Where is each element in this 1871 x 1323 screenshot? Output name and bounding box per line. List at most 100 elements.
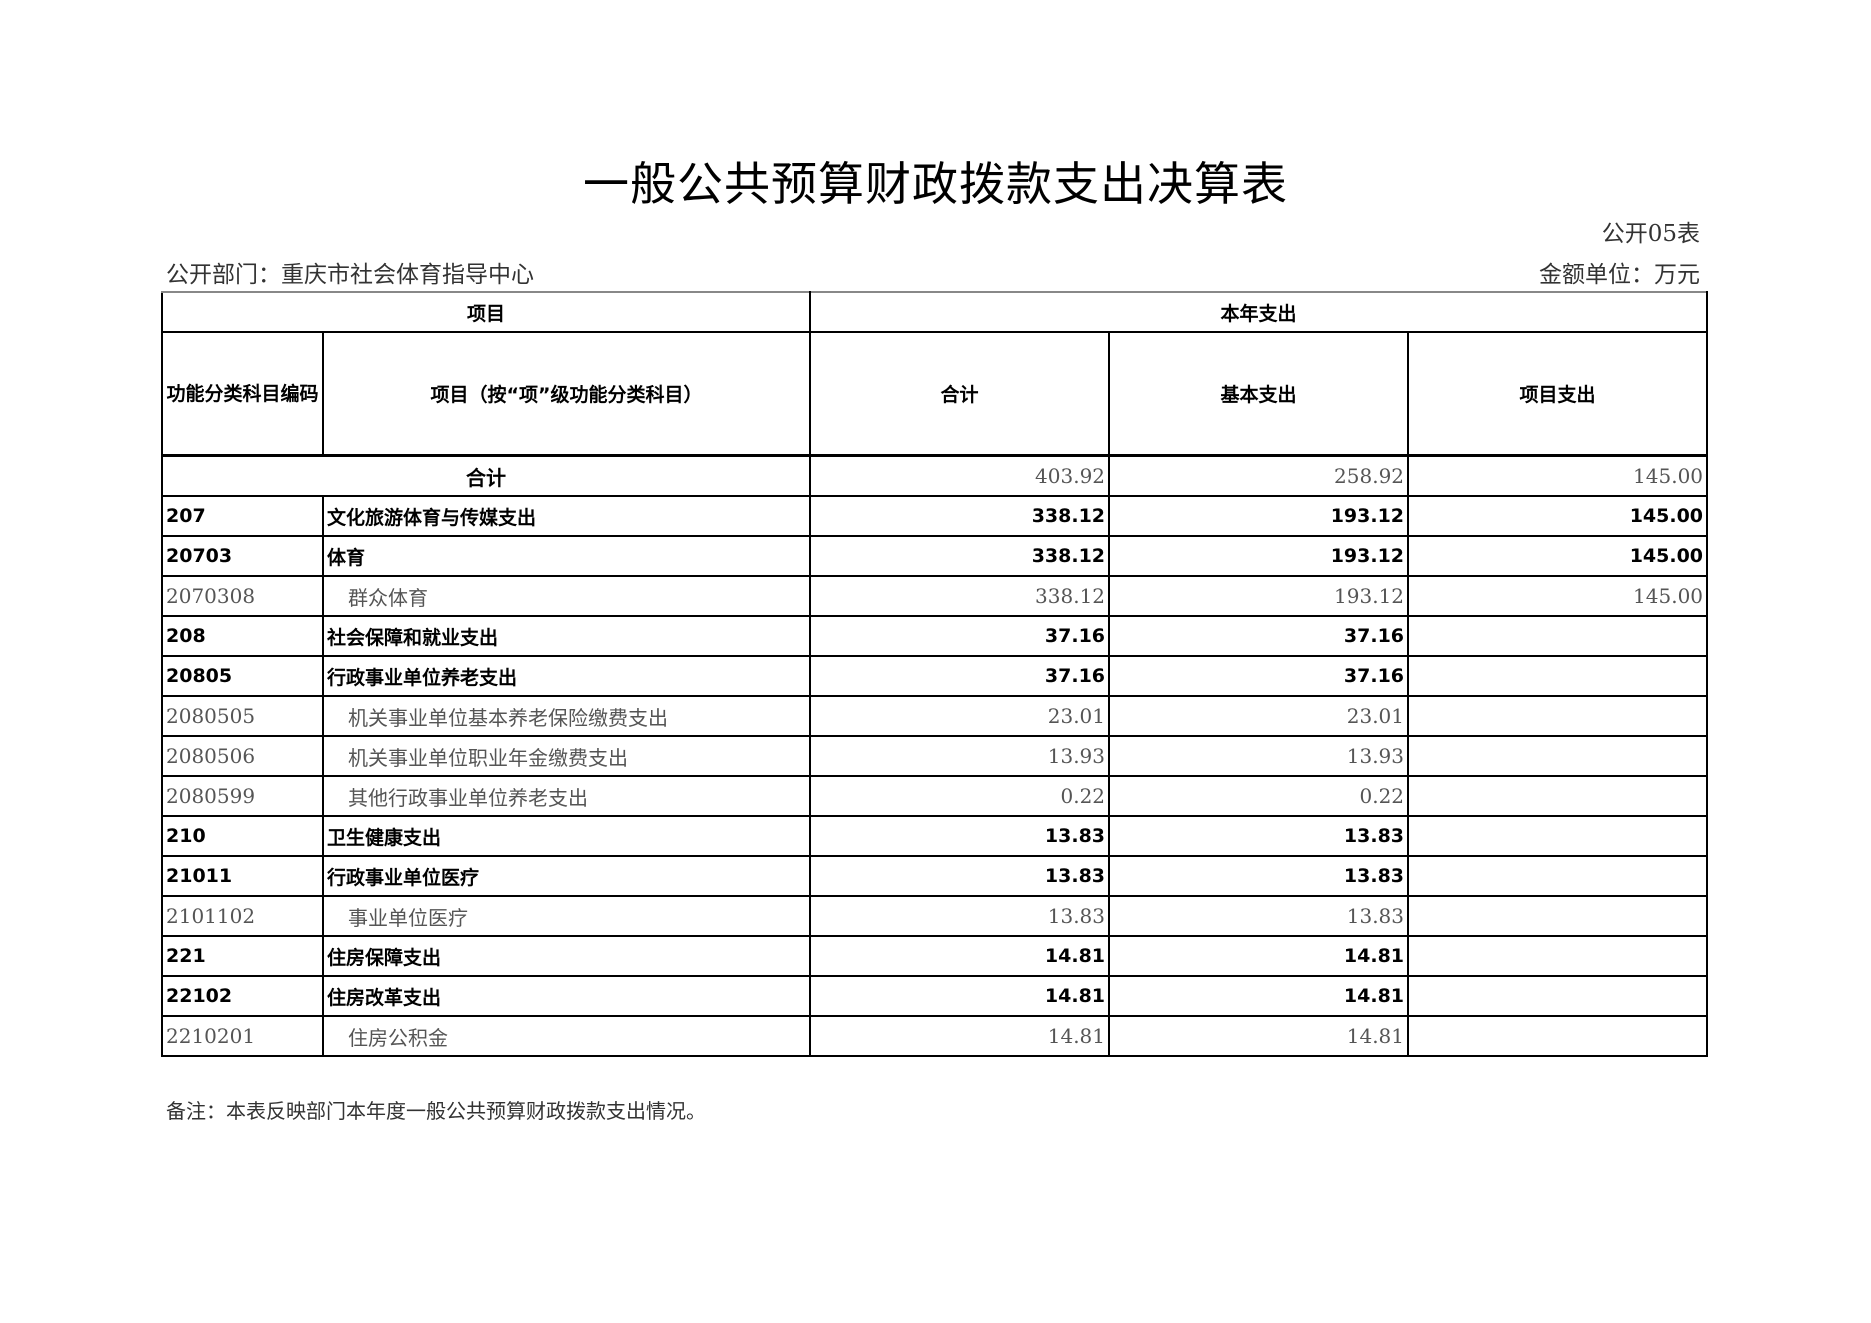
total-cell: 14.81 bbox=[809, 975, 1111, 1017]
footnote: 备注：本表反映部门本年度一般公共预算财政拨款支出情况。 bbox=[166, 1099, 706, 1123]
name-cell: 住房公积金 bbox=[321, 1015, 812, 1057]
name-cell: 社会保障和就业支出 bbox=[321, 615, 812, 657]
total-cell: 37.16 bbox=[809, 655, 1111, 697]
table-row: 2070308 群众体育 338.12 193.12 145.00 bbox=[161, 575, 1709, 617]
table-row: 2080599 其他行政事业单位养老支出 0.22 0.22 bbox=[161, 775, 1709, 817]
name-cell: 群众体育 bbox=[321, 575, 812, 617]
project-cell bbox=[1407, 695, 1709, 737]
basic-cell: 37.16 bbox=[1108, 655, 1410, 697]
header-project: 项目 bbox=[160, 291, 812, 333]
total-row: 合计 403.92 258.92 145.00 bbox=[160, 454, 1709, 497]
basic-cell: 37.16 bbox=[1108, 615, 1410, 657]
code-cell: 207 bbox=[161, 495, 324, 537]
header-code: 功能分类科目编码 bbox=[161, 331, 324, 457]
total-cell: 0.22 bbox=[809, 775, 1111, 817]
name-cell: 体育 bbox=[321, 535, 812, 577]
basic-cell: 14.81 bbox=[1108, 935, 1410, 977]
project-cell bbox=[1407, 935, 1709, 977]
code-cell: 210 bbox=[161, 815, 324, 857]
header-name: 项目（按“项”级功能分类科目） bbox=[321, 331, 812, 457]
basic-cell: 14.81 bbox=[1108, 1015, 1410, 1057]
project-cell bbox=[1407, 735, 1709, 777]
basic-cell: 13.83 bbox=[1108, 895, 1410, 937]
table-row: 22102 住房改革支出 14.81 14.81 bbox=[161, 975, 1709, 1017]
code-cell: 2080505 bbox=[161, 695, 324, 737]
basic-cell: 193.12 bbox=[1108, 495, 1410, 537]
total-basic: 258.92 bbox=[1108, 454, 1410, 497]
project-cell bbox=[1407, 975, 1709, 1017]
name-cell: 卫生健康支出 bbox=[321, 815, 812, 857]
unit-label: 金额单位：万元 bbox=[1539, 262, 1700, 288]
total-cell: 13.83 bbox=[809, 895, 1111, 937]
name-cell: 机关事业单位基本养老保险缴费支出 bbox=[321, 695, 812, 737]
total-cell: 338.12 bbox=[809, 495, 1111, 537]
total-cell: 13.93 bbox=[809, 735, 1111, 777]
table-row: 207 文化旅游体育与传媒支出 338.12 193.12 145.00 bbox=[161, 495, 1709, 537]
table-row: 2080506 机关事业单位职业年金缴费支出 13.93 13.93 bbox=[161, 735, 1709, 777]
code-cell: 20805 bbox=[161, 655, 324, 697]
total-cell: 23.01 bbox=[809, 695, 1111, 737]
basic-cell: 13.83 bbox=[1108, 855, 1410, 897]
project-cell: 145.00 bbox=[1407, 495, 1709, 537]
name-cell: 文化旅游体育与传媒支出 bbox=[321, 495, 812, 537]
name-cell: 行政事业单位医疗 bbox=[321, 855, 812, 897]
name-cell: 事业单位医疗 bbox=[321, 895, 812, 937]
table-row: 20703 体育 338.12 193.12 145.00 bbox=[161, 535, 1709, 577]
total-project: 145.00 bbox=[1407, 454, 1709, 497]
name-cell: 住房保障支出 bbox=[321, 935, 812, 977]
name-cell: 其他行政事业单位养老支出 bbox=[321, 775, 812, 817]
header-total: 合计 bbox=[809, 331, 1111, 457]
code-cell: 2070308 bbox=[161, 575, 324, 617]
total-cell: 338.12 bbox=[809, 575, 1111, 617]
total-cell: 338.12 bbox=[809, 535, 1111, 577]
project-cell: 145.00 bbox=[1407, 535, 1709, 577]
total-label: 合计 bbox=[160, 454, 812, 497]
table-row: 208 社会保障和就业支出 37.16 37.16 bbox=[161, 615, 1709, 657]
table-row: 2101102 事业单位医疗 13.83 13.83 bbox=[161, 895, 1709, 937]
basic-cell: 193.12 bbox=[1108, 575, 1410, 617]
basic-cell: 0.22 bbox=[1108, 775, 1410, 817]
code-cell: 221 bbox=[161, 935, 324, 977]
code-cell: 21011 bbox=[161, 855, 324, 897]
table-row: 2210201 住房公积金 14.81 14.81 bbox=[161, 1015, 1709, 1057]
total-cell: 37.16 bbox=[809, 615, 1111, 657]
header-project-expenditure: 项目支出 bbox=[1407, 331, 1709, 457]
code-cell: 2080599 bbox=[161, 775, 324, 817]
table-row: 221 住房保障支出 14.81 14.81 bbox=[161, 935, 1709, 977]
project-cell bbox=[1407, 815, 1709, 857]
project-cell bbox=[1407, 1015, 1709, 1057]
project-cell bbox=[1407, 615, 1709, 657]
table-row: 20805 行政事业单位养老支出 37.16 37.16 bbox=[161, 655, 1709, 697]
expenditure-table: 项目 本年支出 功能分类科目编码 项目（按“项”级功能分类科目） 合计 基本支出… bbox=[160, 291, 1709, 1057]
project-cell bbox=[1407, 855, 1709, 897]
code-cell: 2080506 bbox=[161, 735, 324, 777]
name-cell: 行政事业单位养老支出 bbox=[321, 655, 812, 697]
basic-cell: 14.81 bbox=[1108, 975, 1410, 1017]
department-label: 公开部门：重庆市社会体育指导中心 bbox=[166, 262, 534, 288]
header-current-year: 本年支出 bbox=[809, 291, 1709, 333]
code-cell: 2210201 bbox=[161, 1015, 324, 1057]
table-row: 21011 行政事业单位医疗 13.83 13.83 bbox=[161, 855, 1709, 897]
basic-cell: 13.93 bbox=[1108, 735, 1410, 777]
total-amount: 403.92 bbox=[809, 454, 1111, 497]
code-cell: 2101102 bbox=[161, 895, 324, 937]
basic-cell: 23.01 bbox=[1108, 695, 1410, 737]
total-cell: 14.81 bbox=[809, 1015, 1111, 1057]
table-number: 公开05表 bbox=[1601, 221, 1700, 247]
table-row: 2080505 机关事业单位基本养老保险缴费支出 23.01 23.01 bbox=[161, 695, 1709, 737]
project-cell: 145.00 bbox=[1407, 575, 1709, 617]
total-cell: 14.81 bbox=[809, 935, 1111, 977]
total-cell: 13.83 bbox=[809, 855, 1111, 897]
project-cell bbox=[1407, 895, 1709, 937]
name-cell: 机关事业单位职业年金缴费支出 bbox=[321, 735, 812, 777]
total-cell: 13.83 bbox=[809, 815, 1111, 857]
basic-cell: 13.83 bbox=[1108, 815, 1410, 857]
code-cell: 208 bbox=[161, 615, 324, 657]
project-cell bbox=[1407, 655, 1709, 697]
header-basic: 基本支出 bbox=[1108, 331, 1410, 457]
code-cell: 20703 bbox=[161, 535, 324, 577]
basic-cell: 193.12 bbox=[1108, 535, 1410, 577]
project-cell bbox=[1407, 775, 1709, 817]
table-row: 210 卫生健康支出 13.83 13.83 bbox=[161, 815, 1709, 857]
name-cell: 住房改革支出 bbox=[321, 975, 812, 1017]
